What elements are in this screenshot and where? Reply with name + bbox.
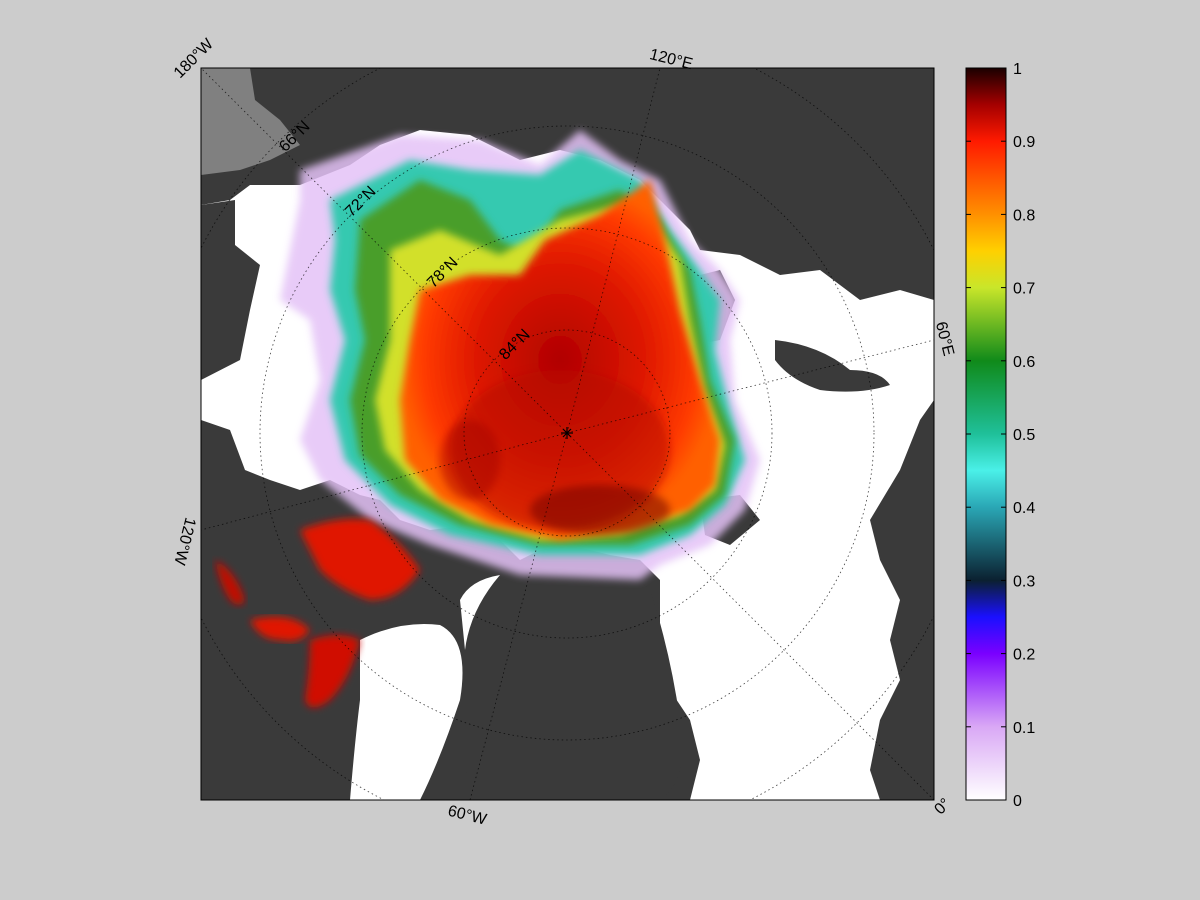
colorbar-tick-label: 0	[1013, 793, 1022, 810]
north-pole-marker	[561, 427, 573, 439]
map-frame	[200, 67, 935, 801]
meridian-label-120w: 120°W	[170, 516, 198, 568]
sea-ice-concentration	[215, 130, 760, 708]
colorbar-scale	[966, 68, 1006, 800]
colorbar-tick-label: 0.5	[1013, 427, 1035, 444]
land	[201, 68, 934, 800]
parallel-84n	[463, 329, 671, 537]
colorbar-ticks: 0 0.1 0.2 0.3 0.4 0.5 0.6 0.7 0.8 0.9 1	[966, 61, 1035, 810]
map-area[interactable]	[157, 23, 977, 843]
colorbar-tick-label: 0.6	[1013, 354, 1035, 371]
meridian-label-0: 0°	[931, 795, 954, 818]
colorbar-tick-label: 0.7	[1013, 281, 1035, 298]
meridian-label-60w: 60°W	[446, 803, 489, 829]
meridian-label-60e: 60°E	[932, 320, 957, 358]
colorbar-tick-label: 0.3	[1013, 573, 1035, 590]
colorbar-tick-label: 0.4	[1013, 500, 1035, 517]
graticule	[201, 68, 934, 800]
parallel-72n	[259, 125, 875, 741]
colorbar-tick-label: 1	[1013, 61, 1022, 78]
colorbar-tick-label: 0.8	[1013, 207, 1035, 224]
colorbar-tick-label: 0.1	[1013, 720, 1035, 737]
colorbar-tick-label: 0.2	[1013, 647, 1035, 664]
colorbar: 0 0.1 0.2 0.3 0.4 0.5 0.6 0.7 0.8 0.9 1	[965, 61, 1035, 810]
colorbar-tick-label: 0.9	[1013, 134, 1035, 151]
parallel-78n	[361, 227, 773, 639]
